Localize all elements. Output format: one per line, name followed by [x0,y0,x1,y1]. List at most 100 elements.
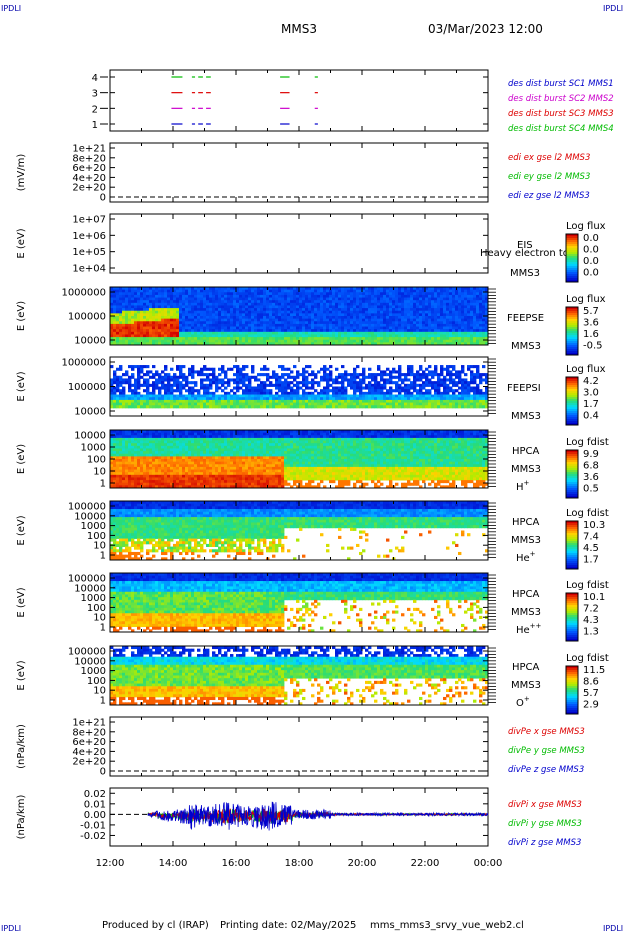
spectrogram-cell [245,373,249,377]
legend-entry: des dist burst SC4 MMS4 [508,124,614,134]
spectrogram-cell [284,289,288,293]
colorbar-cell [566,321,578,324]
spectrogram-cell [263,313,267,317]
spectrogram-cell [386,378,390,382]
spectrogram-cell [284,386,288,390]
spectrogram-cell [161,394,165,398]
spectrogram-cell [188,329,192,333]
spectrogram-cell [287,292,291,296]
spectrogram-cell [341,302,345,306]
spectrogram-cell [179,389,183,393]
spectrogram-cell [326,323,330,327]
spectrogram-cell [194,399,198,403]
spectrogram-cell [155,305,159,309]
spectrogram-cell [182,365,186,369]
spectrogram-cell [299,342,303,346]
spectrogram-cell [383,337,387,341]
spectrogram-cell [242,318,246,322]
spectrogram-cell [476,313,480,317]
spectrogram-cell [443,331,447,335]
spectrogram-cell [149,287,153,291]
spectrogram-cell [269,337,273,341]
spectrogram-cell [326,310,330,314]
spectrogram-cell [455,331,459,335]
spectrogram-cell [224,405,228,409]
spectrogram-cell [167,334,171,338]
spectrogram-cell [422,305,426,309]
spectrogram-cell [254,378,258,382]
spectrogram-cell [251,342,255,346]
spectrogram-cell [272,394,276,398]
spectrogram-cell [116,435,120,439]
spectrogram-cell [389,289,393,293]
spectrogram-cell [482,294,486,298]
spectrogram-cell [467,326,471,330]
spectrogram-cell [296,334,300,338]
spectrogram-cell [239,292,243,296]
spectrogram-cell [116,451,120,455]
spectrogram-cell [425,292,429,296]
spectrogram-cell [449,302,453,306]
spectrogram-cell [323,365,327,369]
spectrogram-cell [470,337,474,341]
spectrogram-cell [134,310,138,314]
spectrogram-cell [359,334,363,338]
spectrogram-cell [422,289,426,293]
spectrogram-cell [245,287,249,291]
spectrogram-cell [323,323,327,327]
spectrogram-cell [302,321,306,325]
spectrogram-cell [395,339,399,343]
spectrogram-cell [341,383,345,387]
spectrogram-cell [140,461,144,465]
spectrogram-cell [200,399,204,403]
spectrogram-cell [398,318,402,322]
spectrogram-cell [284,318,288,322]
spectrogram-cell [131,394,135,398]
spectrogram-cell [209,300,213,304]
spectrogram-cell [122,378,126,382]
spectrogram-cell [392,339,396,343]
spectrogram-cell [332,326,336,330]
spectrogram-cell [305,305,309,309]
spectrogram-cell [176,316,180,320]
spectrogram-cell [236,313,240,317]
spectrogram-cell [200,326,204,330]
spectrogram-cell [353,310,357,314]
spectrogram-cell [263,302,267,306]
spectrogram-cell [443,394,447,398]
spectrogram-cell [455,339,459,343]
spectrogram-cell [407,323,411,327]
spectrogram-cell [431,381,435,385]
spectrogram-cell [413,405,417,409]
spectrogram-cell [122,453,126,457]
spectrogram-cell [401,329,405,333]
spectrogram-cell [197,399,201,403]
spectrogram-cell [446,399,450,403]
spectrogram-cell [206,300,210,304]
spectrogram-cell [128,300,132,304]
spectrogram-cell [314,334,318,338]
spectrogram-cell [479,381,483,385]
spectrogram-cell [182,383,186,387]
spectrogram-cell [404,342,408,346]
y-tick-label: 10000 [74,336,106,347]
spectrogram-cell [413,375,417,379]
colorbar-cell [566,413,578,416]
spectrogram-cell [185,399,189,403]
spectrogram-cell [404,337,408,341]
spectrogram-cell [137,326,141,330]
spectrogram-cell [347,383,351,387]
spectrogram-cell [278,313,282,317]
spectrogram-cell [113,292,117,296]
spectrogram-cell [140,435,144,439]
spectrogram-cell [389,399,393,403]
spectrogram-cell [380,383,384,387]
spectrogram-cell [281,339,285,343]
spectrogram-cell [113,456,117,460]
spectrogram-cell [443,389,447,393]
spectrogram-cell [164,287,168,291]
spectrogram-cell [380,321,384,325]
spectrogram-cell [209,337,213,341]
spectrogram-cell [158,326,162,330]
spectrogram-cell [377,294,381,298]
